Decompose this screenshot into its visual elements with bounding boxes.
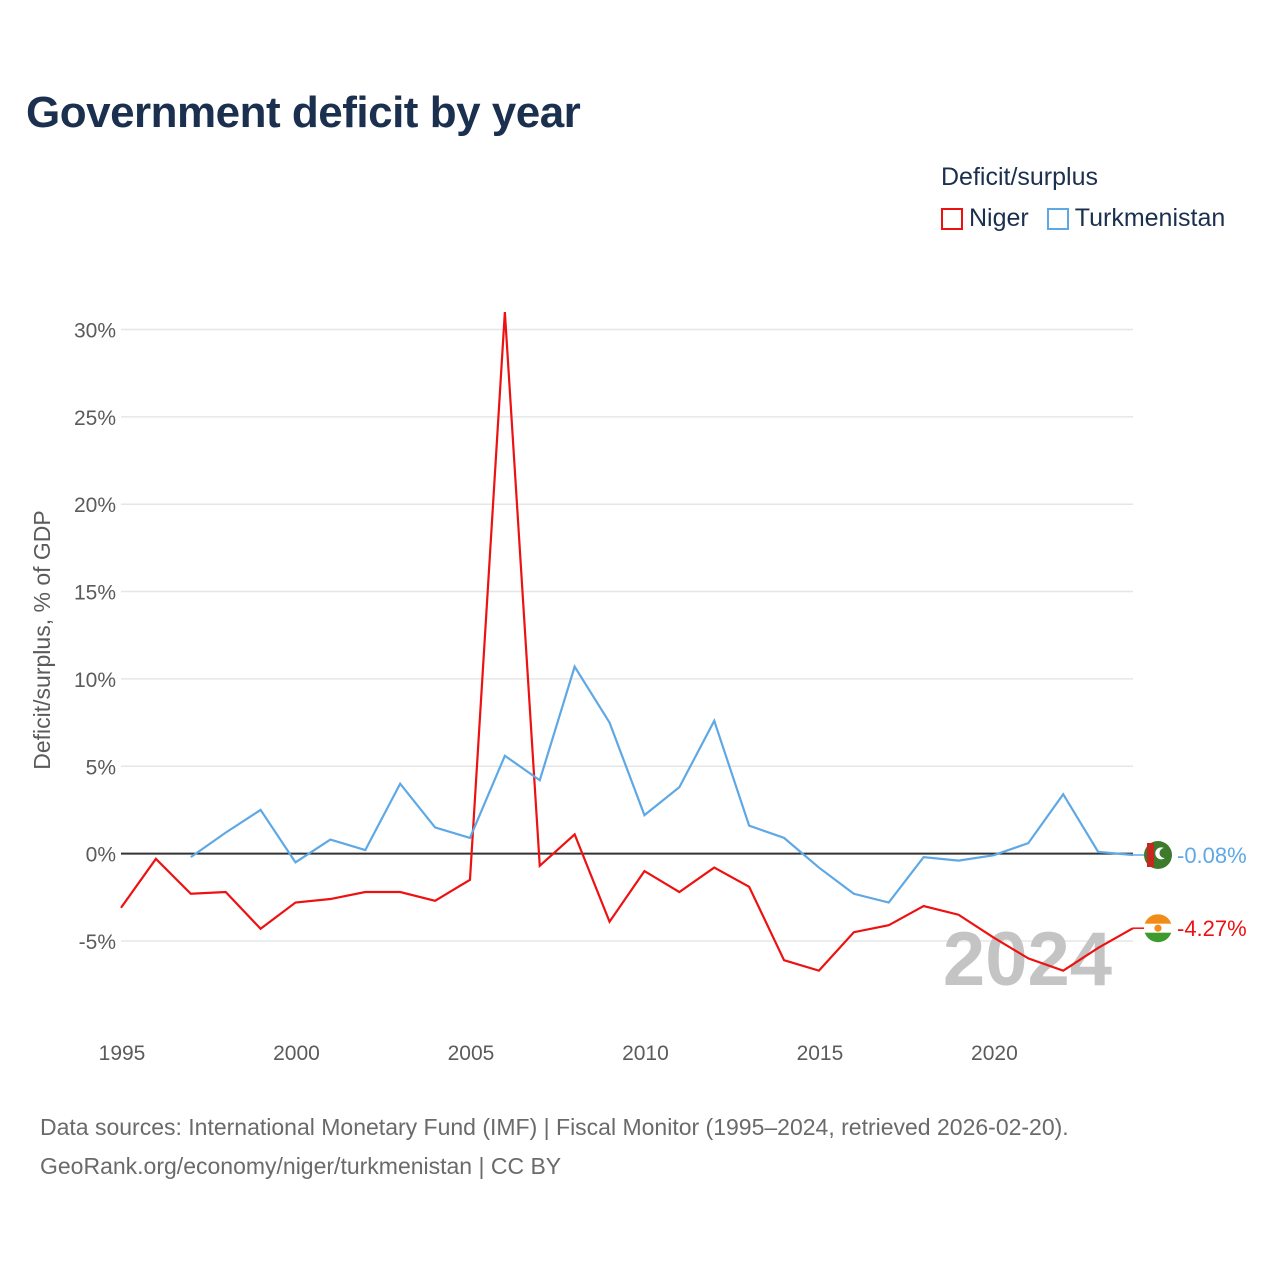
flag-band-bottom [1144, 932, 1172, 943]
y-tick-label: 20% [74, 494, 116, 517]
legend-label-turkmenistan: Turkmenistan [1074, 204, 1226, 232]
source-line-1: Data sources: International Monetary Fun… [40, 1114, 1069, 1140]
flag-crescent [1155, 847, 1165, 860]
y-axis-label: Deficit/surplus, % of GDP [29, 510, 55, 769]
chart-title: Government deficit by year [26, 88, 581, 137]
legend-title: Deficit/surplus [941, 163, 1098, 191]
x-tick-label: 2015 [797, 1042, 844, 1065]
turkmenistan-flag-icon [1144, 840, 1172, 869]
y-axis: 30% 25% 20% 15% 10% 5% 0% -5% [74, 320, 116, 954]
y-tick-label: 10% [74, 669, 116, 692]
series-line-niger [120, 311, 1134, 972]
end-label-niger: -4.27% [1177, 916, 1247, 941]
legend-swatch-turkmenistan [1046, 207, 1069, 230]
legend-swatch-niger [941, 207, 963, 230]
legend-item-turkmenistan[interactable]: Turkmenistan [1046, 204, 1226, 233]
end-labels: -0.08% -4.27% [1133, 840, 1247, 943]
y-tick-label: 30% [74, 320, 116, 343]
source-note: Data sources: International Monetary Fun… [40, 1108, 1069, 1186]
x-tick-label: 1995 [99, 1042, 146, 1065]
grid [121, 328, 1133, 942]
year-watermark: 2024 [943, 917, 1112, 1002]
y-tick-label: 25% [74, 407, 116, 430]
end-label-turkmenistan: -0.08% [1177, 843, 1247, 868]
y-tick-label: 0% [86, 844, 116, 867]
legend: Niger Turkmenistan [941, 204, 1243, 233]
flag-bands [1144, 914, 1172, 943]
x-tick-label: 2005 [448, 1042, 495, 1065]
series-line-turkmenistan [190, 664, 1134, 904]
x-tick-label: 2020 [971, 1042, 1018, 1065]
y-tick-label: -5% [79, 931, 116, 954]
flag-disc [1154, 924, 1162, 932]
legend-item-niger[interactable]: Niger [941, 204, 1029, 233]
x-axis: 1995 2000 2005 2010 2015 2020 [99, 1042, 1018, 1065]
niger-flag-icon [1144, 914, 1172, 943]
legend-label-niger: Niger [969, 204, 1029, 232]
y-tick-label: 15% [74, 582, 116, 605]
y-tick-label: 5% [86, 756, 116, 779]
x-tick-label: 2010 [622, 1042, 669, 1065]
flag-stripe [1147, 842, 1154, 867]
flag-band-top [1144, 914, 1172, 925]
series-group [120, 311, 1134, 972]
x-tick-label: 2000 [273, 1042, 320, 1065]
source-line-2[interactable]: GeoRank.org/economy/niger/turkmenistan |… [40, 1153, 562, 1179]
